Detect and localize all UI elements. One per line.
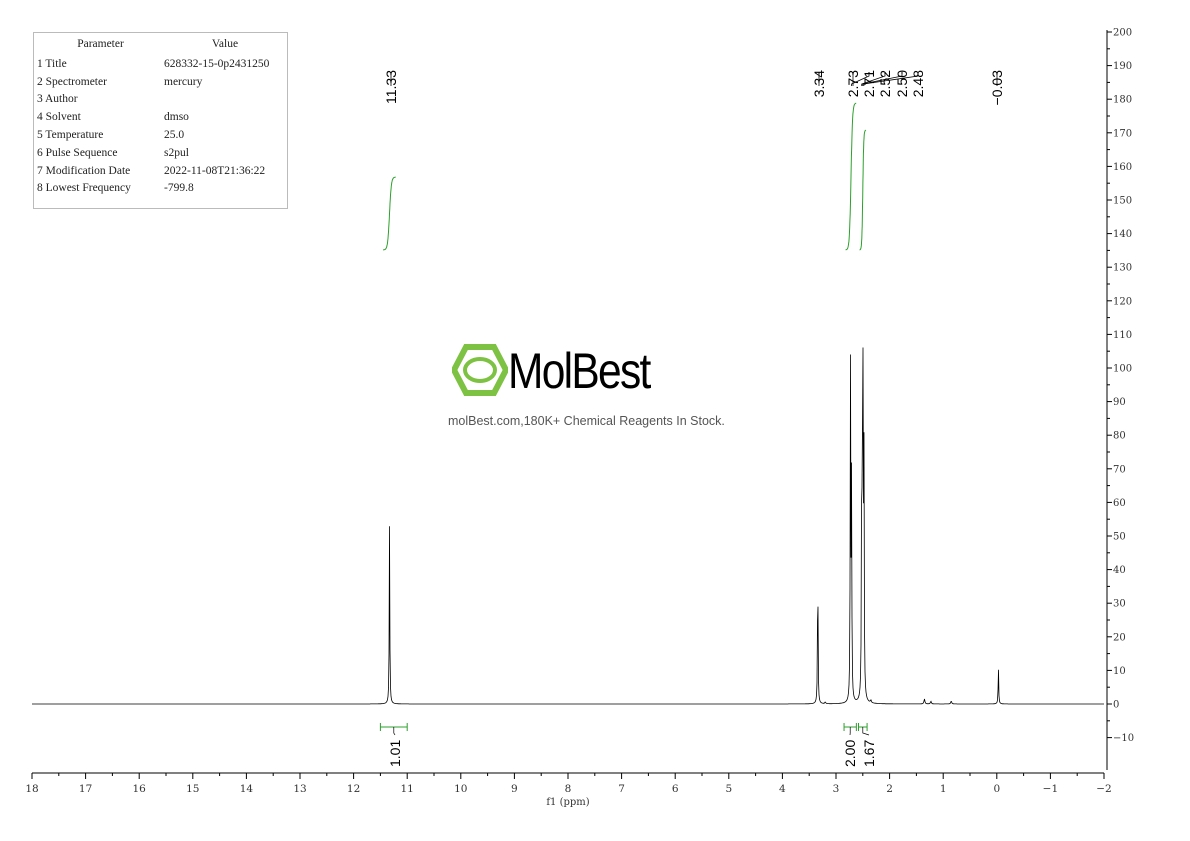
x-tick-label: 14: [240, 783, 254, 795]
integral-curve: [845, 102, 857, 251]
param-value: -799.8: [164, 182, 194, 195]
x-tick-label: 0: [993, 783, 1000, 795]
y-tick-label: 120: [1113, 296, 1132, 307]
param-row: 6 Pulse Sequence s2pul: [37, 144, 286, 162]
integral-value: 1.01: [387, 740, 403, 767]
integral-value: 2.00: [842, 740, 858, 767]
x-tick-label: 17: [79, 783, 92, 795]
y-tick-label: 90: [1113, 397, 1126, 408]
y-tick-label: 30: [1113, 599, 1126, 610]
peak-label-line: [851, 72, 870, 86]
y-tick-label: 40: [1113, 565, 1126, 576]
peak-label: −0.03: [989, 70, 1005, 106]
y-tick-label: 60: [1113, 498, 1126, 509]
y-tick-label: 20: [1113, 632, 1126, 643]
y-tick-label: 50: [1113, 532, 1126, 543]
param-name: 3 Author: [37, 93, 78, 106]
y-tick-label: 10: [1113, 666, 1126, 677]
x-tick-label: 2: [886, 783, 893, 795]
x-tick-label: 10: [454, 783, 467, 795]
param-value: mercury: [164, 75, 203, 88]
x-tick-label: 3: [833, 783, 840, 795]
peak-label-line: [861, 72, 886, 86]
param-value: 2022-11-08T21:36:22: [164, 164, 266, 177]
peak-label: 11.33: [383, 70, 399, 104]
param-name: 5 Temperature: [37, 129, 104, 142]
peak-label-line: [863, 72, 919, 86]
parameter-table: Parameter Value 1 Title 628332-15-0p24312…: [33, 32, 288, 209]
y-tick-label: 180: [1113, 95, 1132, 106]
param-value: 628332-15-0p2431250: [164, 57, 270, 70]
x-tick-label: −2: [1096, 783, 1111, 795]
param-value: dmso: [164, 111, 189, 124]
x-tick-label: 13: [293, 783, 306, 795]
x-tick-label: 5: [725, 783, 732, 795]
y-tick-label: 130: [1113, 263, 1132, 274]
y-tick-label: 140: [1113, 229, 1132, 240]
param-row: 4 Solvent dmso: [37, 108, 286, 126]
x-tick-label: 16: [133, 783, 147, 795]
peak-label-line: [862, 72, 903, 86]
param-name: 8 Lowest Frequency: [37, 182, 131, 195]
x-tick-label: 15: [186, 783, 199, 795]
integral-leader: [393, 727, 396, 736]
x-tick-label: 8: [565, 783, 572, 795]
y-tick-label: 150: [1113, 196, 1132, 207]
param-name: 7 Modification Date: [37, 164, 131, 177]
y-tick-label: −10: [1113, 733, 1134, 744]
param-name: 6 Pulse Sequence: [37, 146, 118, 159]
param-name: 1 Title: [37, 57, 67, 70]
x-tick-label: 9: [511, 783, 518, 795]
param-value: 25.0: [164, 129, 185, 142]
watermark-tagline: molBest.com,180K+ Chemical Reagents In S…: [448, 414, 725, 428]
param-row: 8 Lowest Frequency -799.8: [37, 180, 286, 198]
param-header: Parameter: [77, 38, 124, 50]
y-tick-label: 160: [1113, 162, 1132, 173]
y-tick-label: 80: [1113, 431, 1126, 442]
param-name: 4 Solvent: [37, 111, 81, 124]
y-tick-label: 170: [1113, 128, 1132, 139]
benzene-logo-icon: [452, 344, 508, 396]
y-tick-label: 110: [1113, 330, 1132, 341]
x-tick-label: 12: [347, 783, 360, 795]
y-tick-label: 190: [1113, 61, 1132, 72]
x-tick-label: 11: [401, 783, 414, 795]
param-row: 2 Spectrometer mercury: [37, 73, 286, 91]
y-tick-label: 100: [1113, 364, 1132, 375]
param-row: 3 Author: [37, 91, 286, 109]
x-tick-label: 7: [618, 783, 625, 795]
param-name: 2 Spectrometer: [37, 75, 107, 88]
param-value: s2pul: [164, 146, 189, 159]
y-tick-label: 0: [1113, 700, 1119, 711]
x-tick-label: −1: [1043, 783, 1058, 795]
integral-value: 1.67: [861, 740, 877, 767]
x-tick-label: 6: [672, 783, 679, 795]
param-row: 5 Temperature 25.0: [37, 126, 286, 144]
param-value: [164, 91, 286, 109]
y-tick-label: 200: [1113, 28, 1132, 39]
integral-curve: [859, 129, 867, 251]
value-header: Value: [211, 38, 239, 50]
watermark-name: MolBest: [508, 343, 651, 399]
x-tick-label: 1: [940, 783, 947, 795]
x-axis-title: f1 (ppm): [546, 797, 589, 808]
param-row: 7 Modification Date 2022-11-08T21:36:22: [37, 162, 286, 180]
x-tick-label: 18: [25, 783, 38, 795]
integral-leader: [862, 727, 870, 736]
y-tick-label: 70: [1113, 464, 1126, 475]
spectrum-line: [32, 347, 1104, 705]
integral-curve: [383, 176, 396, 251]
x-tick-label: 4: [779, 783, 786, 795]
peak-label: 2.52: [877, 70, 893, 97]
param-row: 1 Title 628332-15-0p2431250: [37, 55, 286, 73]
